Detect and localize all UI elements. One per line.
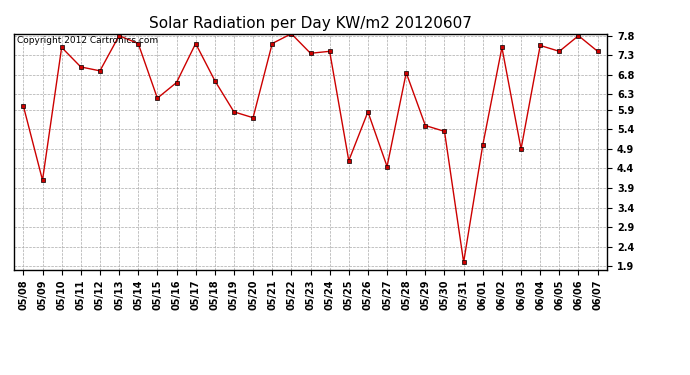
Text: Copyright 2012 Cartronics.com: Copyright 2012 Cartronics.com — [17, 36, 158, 45]
Title: Solar Radiation per Day KW/m2 20120607: Solar Radiation per Day KW/m2 20120607 — [149, 16, 472, 31]
